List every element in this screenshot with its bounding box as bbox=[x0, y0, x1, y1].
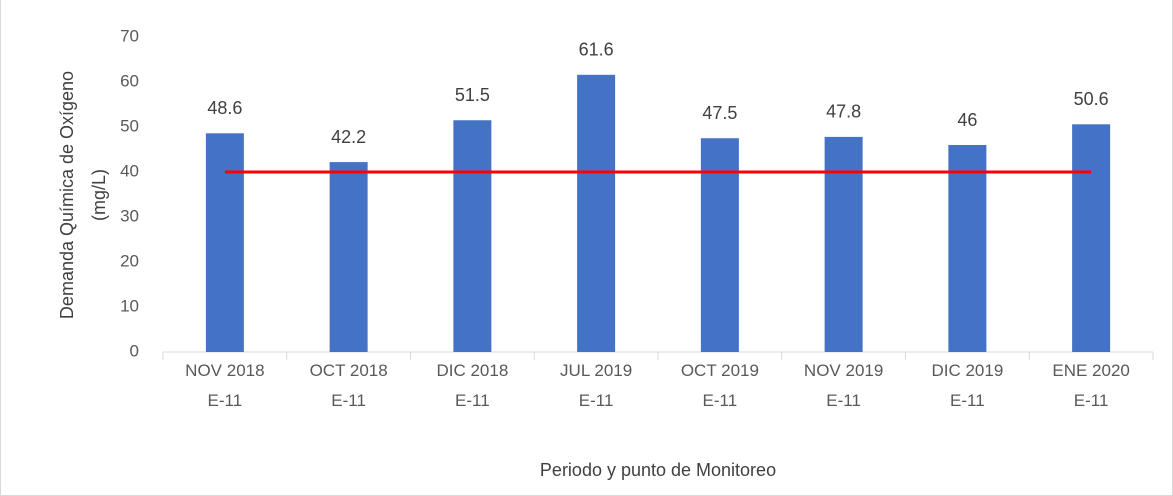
data-label: 51.5 bbox=[455, 85, 490, 105]
y-axis-title-line: Demanda Química de Oxígeno bbox=[57, 71, 77, 319]
x-tick-label: DIC 2019 E-11 bbox=[931, 361, 1003, 410]
x-tick-label: JUL 2019 E-11 bbox=[560, 361, 632, 410]
data-label: 47.8 bbox=[826, 102, 861, 122]
x-tick-label: OCT 2018 E-11 bbox=[310, 361, 388, 410]
data-label: 50.6 bbox=[1074, 89, 1109, 109]
y-axis-title-line: (mg/L) bbox=[89, 169, 109, 221]
y-tick-label: 20 bbox=[120, 251, 139, 270]
x-tick-label: OCT 2019 E-11 bbox=[681, 361, 759, 410]
data-label: 61.6 bbox=[579, 40, 614, 60]
y-tick-label: 40 bbox=[120, 161, 139, 180]
data-label: 46 bbox=[957, 110, 977, 130]
bar bbox=[205, 133, 244, 352]
data-label: 42.2 bbox=[331, 127, 366, 147]
bar bbox=[453, 120, 492, 352]
x-tick-label: DIC 2018 E-11 bbox=[436, 361, 508, 410]
bar bbox=[1072, 124, 1111, 352]
y-tick-label: 60 bbox=[120, 71, 139, 90]
x-tick-label: NOV 2019 E-11 bbox=[804, 361, 883, 410]
y-tick-label: 50 bbox=[120, 116, 139, 135]
data-label: 48.6 bbox=[207, 98, 242, 118]
bar bbox=[329, 162, 368, 352]
bar bbox=[824, 136, 863, 352]
x-tick-label: ENE 2020 E-11 bbox=[1052, 361, 1130, 410]
y-tick-label: 0 bbox=[130, 341, 139, 360]
x-tick-label: NOV 2018 E-11 bbox=[185, 361, 264, 410]
y-tick-label: 10 bbox=[120, 296, 139, 315]
y-tick-label: 70 bbox=[120, 26, 139, 45]
y-axis-title: Demanda Química de Oxígeno (mg/L) bbox=[57, 71, 109, 319]
data-label: 47.5 bbox=[702, 103, 737, 123]
bar bbox=[700, 138, 739, 352]
bar bbox=[577, 74, 616, 353]
x-axis-title: Periodo y punto de Monitoreo bbox=[540, 460, 776, 480]
bar bbox=[948, 145, 987, 352]
y-tick-label: 30 bbox=[120, 206, 139, 225]
